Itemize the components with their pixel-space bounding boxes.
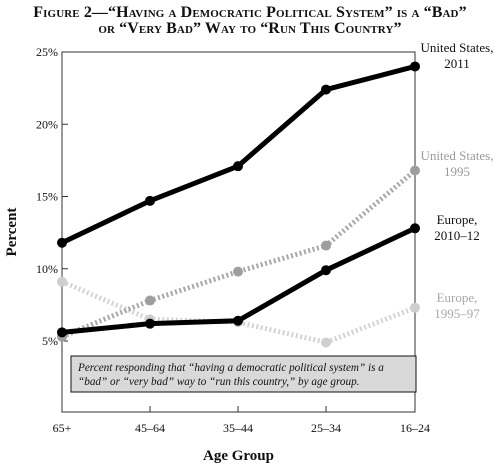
x-axis-label: Age Group <box>203 448 274 464</box>
chart-title: Figure 2—“Having a Democratic Political … <box>33 4 467 21</box>
data-point <box>57 237 67 248</box>
series-label: United States, <box>421 40 494 55</box>
series-label: 2011 <box>444 56 470 71</box>
data-point <box>233 161 243 172</box>
data-point <box>145 318 155 329</box>
data-point <box>321 265 331 276</box>
data-point <box>57 276 67 287</box>
y-tick-label: 25% <box>36 45 58 59</box>
data-point <box>410 302 420 313</box>
annotation-text: “bad” or “very bad” way to “run this cou… <box>78 376 359 388</box>
series-label: United States, <box>421 148 494 163</box>
x-tick-label: 45–64 <box>135 421 165 435</box>
x-tick-label: 65+ <box>53 421 72 435</box>
series-2 <box>57 223 420 338</box>
annotation-text: Percent responding that “having a democr… <box>77 362 384 374</box>
x-tick-label: 16–24 <box>400 421 430 435</box>
series-layer <box>57 61 420 348</box>
data-point <box>410 223 420 234</box>
data-point <box>145 295 155 306</box>
annotation: Percent responding that “having a democr… <box>70 355 417 393</box>
series-0 <box>57 61 420 248</box>
series-label: 1995 <box>444 164 470 179</box>
data-point <box>321 240 331 251</box>
x-tick-label: 25–34 <box>311 421 341 435</box>
axes: 5% 10% 15% 20% 25% 65+ 45–64 35–44 25–34 16–24 Age… <box>4 45 430 464</box>
data-point <box>57 327 67 338</box>
series-line <box>61 279 416 345</box>
series-3 <box>57 276 420 348</box>
y-tick-label: 10% <box>36 262 58 276</box>
y-axis-label: Percent <box>4 208 20 257</box>
annotation-box <box>70 355 417 393</box>
data-point <box>321 337 331 348</box>
series-1 <box>57 165 420 342</box>
data-point <box>233 315 243 326</box>
series-line <box>61 168 417 339</box>
data-point <box>233 266 243 277</box>
data-point <box>410 61 420 72</box>
chart-subtitle: or “Very Bad” Way to “Run This Country” <box>98 20 402 37</box>
series-label: Europe, <box>437 212 478 227</box>
y-tick-label: 15% <box>36 190 58 204</box>
data-point <box>321 84 331 95</box>
series-label: Europe, <box>437 290 478 305</box>
series-label: 2010–12 <box>434 228 480 243</box>
data-point <box>145 195 155 206</box>
x-tick-label: 35–44 <box>223 421 253 435</box>
series-label: 1995–97 <box>434 306 480 321</box>
data-point <box>410 165 420 176</box>
y-tick-label: 20% <box>36 117 58 131</box>
y-tick-label: 5% <box>42 334 58 348</box>
